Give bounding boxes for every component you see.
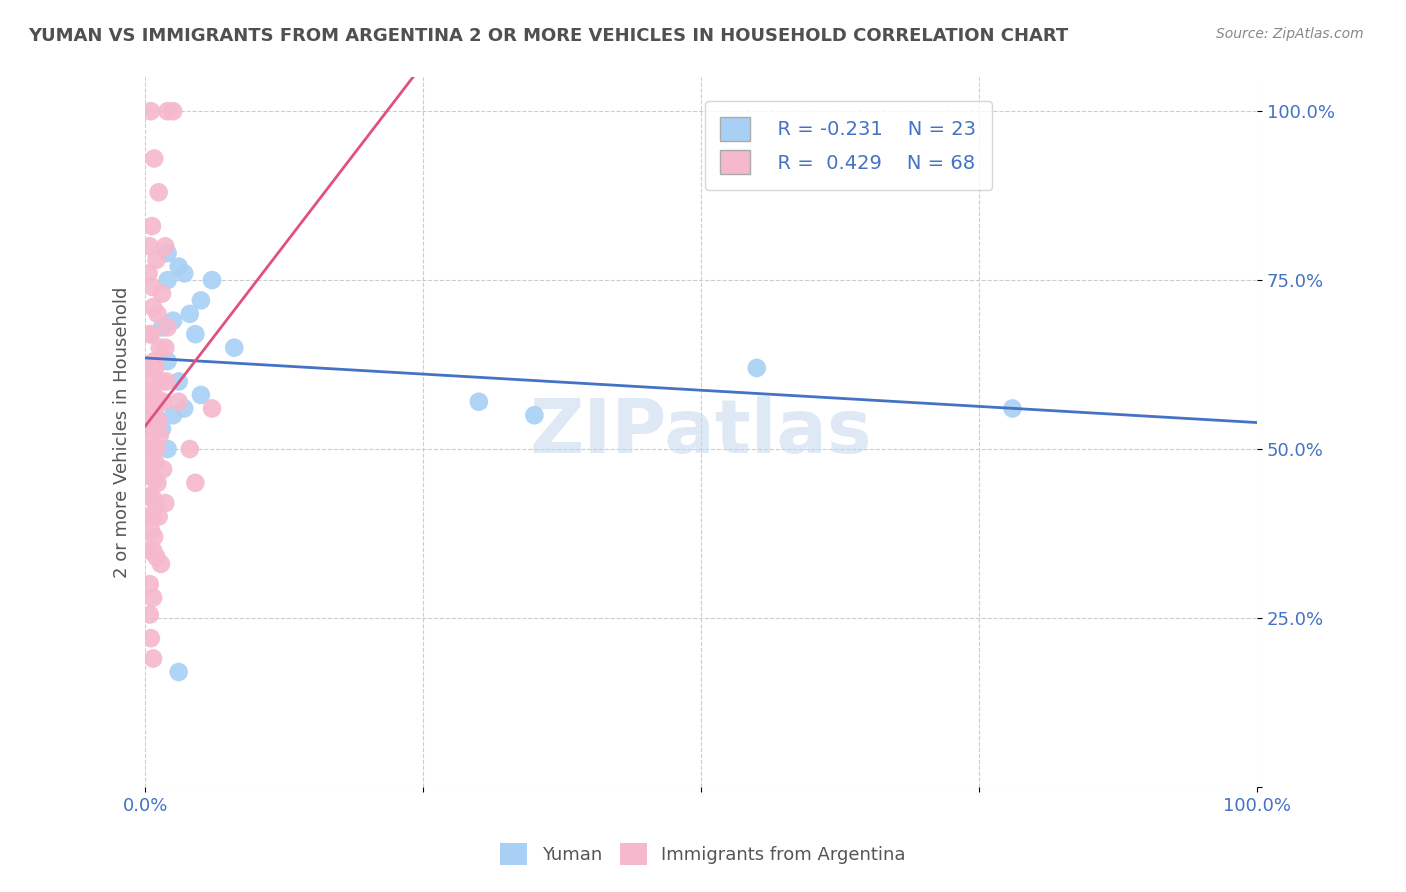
Point xyxy=(142,591,165,605)
Point xyxy=(139,469,162,483)
Point xyxy=(149,557,172,571)
Point xyxy=(143,152,166,166)
Point xyxy=(146,307,169,321)
Point xyxy=(148,509,170,524)
Point xyxy=(190,293,212,308)
Point xyxy=(152,462,174,476)
Point xyxy=(145,550,167,565)
Point xyxy=(745,361,768,376)
Point xyxy=(167,260,190,274)
Point xyxy=(167,375,190,389)
Point xyxy=(145,252,167,267)
Point xyxy=(150,320,173,334)
Point xyxy=(179,442,201,456)
Point xyxy=(141,428,163,442)
Point xyxy=(152,394,174,409)
Point xyxy=(141,280,163,294)
Point xyxy=(150,422,173,436)
Point xyxy=(150,286,173,301)
Point xyxy=(139,361,162,376)
Legend: Yuman, Immigrants from Argentina: Yuman, Immigrants from Argentina xyxy=(491,834,915,874)
Point xyxy=(149,341,172,355)
Point xyxy=(148,415,170,429)
Point xyxy=(156,442,179,456)
Point xyxy=(142,543,165,558)
Point xyxy=(141,219,163,233)
Point xyxy=(145,442,167,456)
Point xyxy=(156,354,179,368)
Point xyxy=(139,327,162,342)
Point xyxy=(155,375,177,389)
Point xyxy=(139,509,162,524)
Point xyxy=(162,104,184,119)
Point xyxy=(143,496,166,510)
Point xyxy=(142,388,165,402)
Point xyxy=(139,239,162,253)
Point xyxy=(156,246,179,260)
Point xyxy=(468,394,491,409)
Point xyxy=(155,496,177,510)
Point xyxy=(143,456,166,470)
Point xyxy=(143,415,166,429)
Point xyxy=(142,509,165,524)
Point xyxy=(138,489,160,503)
Point xyxy=(138,266,160,280)
Point xyxy=(139,327,162,342)
Point xyxy=(139,607,162,622)
Point xyxy=(184,327,207,342)
Point xyxy=(162,313,184,327)
Point xyxy=(149,375,172,389)
Point xyxy=(190,388,212,402)
Point xyxy=(139,577,162,591)
Point xyxy=(1001,401,1024,416)
Point xyxy=(523,409,546,423)
Y-axis label: 2 or more Vehicles in Household: 2 or more Vehicles in Household xyxy=(114,286,131,578)
Point xyxy=(143,409,166,423)
Text: Source: ZipAtlas.com: Source: ZipAtlas.com xyxy=(1216,27,1364,41)
Point xyxy=(173,266,195,280)
Point xyxy=(138,384,160,399)
Point xyxy=(201,273,224,287)
Point xyxy=(139,456,162,470)
Point xyxy=(139,401,162,416)
Text: YUMAN VS IMMIGRANTS FROM ARGENTINA 2 OR MORE VEHICLES IN HOUSEHOLD CORRELATION C: YUMAN VS IMMIGRANTS FROM ARGENTINA 2 OR … xyxy=(28,27,1069,45)
Text: ZIPatlas: ZIPatlas xyxy=(530,396,873,468)
Point xyxy=(138,543,160,558)
Point xyxy=(141,489,163,503)
Point xyxy=(162,409,184,423)
Point xyxy=(156,320,179,334)
Point xyxy=(173,401,195,416)
Point xyxy=(146,475,169,490)
Point xyxy=(224,341,246,355)
Point xyxy=(142,300,165,314)
Point xyxy=(143,354,166,368)
Point xyxy=(139,523,162,537)
Point xyxy=(167,665,190,679)
Point xyxy=(138,409,160,423)
Point xyxy=(142,442,165,456)
Point xyxy=(156,104,179,119)
Point xyxy=(167,394,190,409)
Point xyxy=(155,239,177,253)
Point xyxy=(139,104,162,119)
Point xyxy=(141,371,163,385)
Point xyxy=(148,186,170,200)
Point xyxy=(145,392,167,406)
Point xyxy=(149,428,172,442)
Point xyxy=(139,422,162,436)
Point xyxy=(143,361,166,376)
Point xyxy=(155,341,177,355)
Point xyxy=(143,472,166,486)
Point xyxy=(156,273,179,287)
Point xyxy=(179,307,201,321)
Legend:   R = -0.231    N = 23,   R =  0.429    N = 68: R = -0.231 N = 23, R = 0.429 N = 68 xyxy=(704,102,991,190)
Point xyxy=(201,401,224,416)
Point xyxy=(138,442,160,456)
Point xyxy=(184,475,207,490)
Point xyxy=(143,530,166,544)
Point xyxy=(142,651,165,665)
Point xyxy=(139,631,162,645)
